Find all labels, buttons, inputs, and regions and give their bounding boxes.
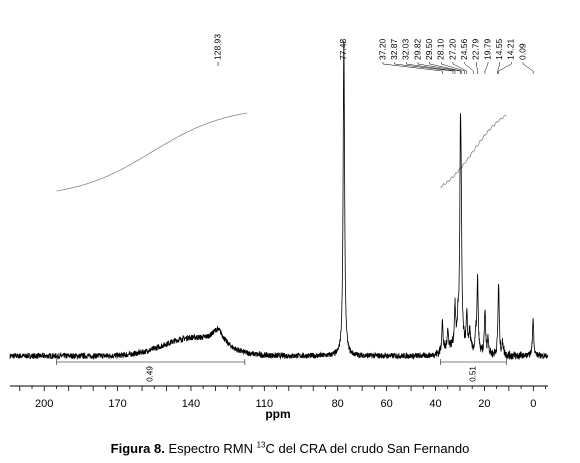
peak-label-leader xyxy=(382,62,443,74)
x-tick-label: 170 xyxy=(108,398,126,410)
integral-value-label: 0.51 xyxy=(469,366,478,382)
integral-value-label: 0.49 xyxy=(146,366,155,382)
peak-label: 128.93 xyxy=(212,34,222,60)
peak-label-leader xyxy=(417,62,461,74)
x-tick-label: 80 xyxy=(332,398,344,410)
peak-label-leader xyxy=(441,62,465,74)
peak-label-leader xyxy=(497,62,500,74)
peak-label: 29.50 xyxy=(424,38,434,60)
x-axis: 200 170 140 110 80 60 40 20 0 xyxy=(10,385,548,410)
caption-isotope-superscript: 13 xyxy=(256,440,266,450)
integral-curves xyxy=(56,112,507,192)
peak-label: 32.03 xyxy=(401,38,411,60)
peak-label-leader xyxy=(429,62,462,74)
caption-text-post: C del CRA del crudo San Fernando xyxy=(265,441,470,456)
integral-curve xyxy=(56,112,248,192)
spectrum-trace xyxy=(9,41,549,360)
nmr-spectrum-chart: 0.49 0.51 200 170 140 110 80 60 40 20 0 128.93 77.… xyxy=(9,34,549,421)
peak-label: 19.79 xyxy=(482,38,492,60)
x-tick-label: 0 xyxy=(530,398,536,410)
x-tick-label: 60 xyxy=(380,398,392,410)
x-tick-label: 140 xyxy=(182,398,200,410)
peak-labels: 128.93 77.48 37.20 32.87 32.03 29.82 29.50 28.1… xyxy=(212,34,534,74)
peak-label-leader xyxy=(394,62,454,74)
caption-figure-number: Figura 8. xyxy=(110,441,165,456)
x-tick-label: 200 xyxy=(35,398,53,410)
x-axis-title: ppm xyxy=(265,407,290,421)
integral-ranges: 0.49 0.51 xyxy=(56,359,507,382)
x-tick-label: 20 xyxy=(478,398,490,410)
peak-label-leader xyxy=(484,62,489,74)
figure-caption: Figura 8. Espectro RMN 13C del CRA del c… xyxy=(0,441,580,456)
peak-label: 37.20 xyxy=(377,38,387,60)
peak-label-leader xyxy=(498,62,512,74)
peak-label: 29.82 xyxy=(412,38,422,60)
peak-label-leader xyxy=(464,62,474,74)
x-tick-label: 40 xyxy=(429,398,441,410)
spectrum-line xyxy=(9,41,549,360)
peak-label: 22.79 xyxy=(471,38,481,60)
caption-text-pre: Espectro RMN xyxy=(164,441,257,456)
peak-label-leader xyxy=(476,62,478,74)
x-tick-label: 110 xyxy=(256,398,274,410)
peak-label: 28.10 xyxy=(436,38,446,60)
peak-label: 0.09 xyxy=(517,43,527,60)
peak-label: 14.21 xyxy=(506,38,516,60)
peak-label: 27.20 xyxy=(447,38,457,60)
peak-label: 32.87 xyxy=(389,38,399,60)
peak-label-leader xyxy=(406,62,456,74)
peak-label-leader xyxy=(452,62,468,74)
integral-curve xyxy=(440,115,507,188)
peak-label: 14.55 xyxy=(494,38,504,60)
peak-label-leader xyxy=(522,62,534,74)
peak-label: 77.48 xyxy=(338,38,348,60)
peak-label: 24.56 xyxy=(459,38,469,60)
